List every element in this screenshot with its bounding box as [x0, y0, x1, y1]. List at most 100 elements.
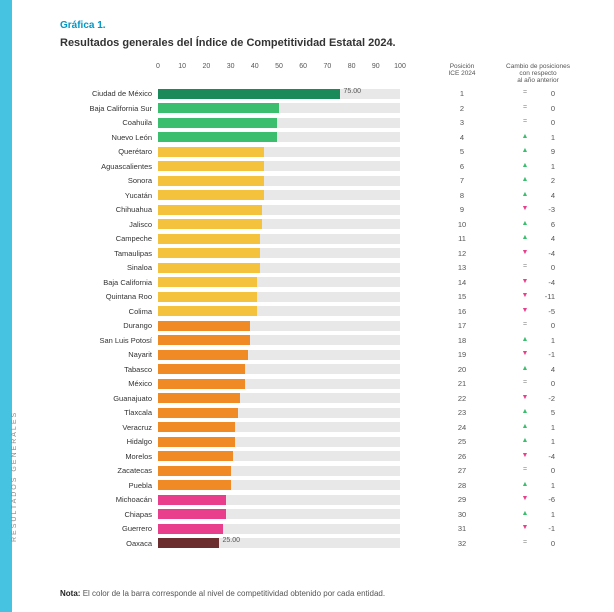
position-cell: 21: [432, 379, 492, 388]
change-value: 5: [541, 408, 555, 417]
vertical-section-label: RESULTADOS GENERALES: [11, 411, 18, 542]
table-row: Tamaulipas12▼-4: [60, 246, 584, 261]
table-row: Sinaloa13=0: [60, 260, 584, 275]
change-value: 1: [541, 336, 555, 345]
axis-tick: 50: [275, 63, 283, 70]
arrow-down-icon: ▼: [521, 495, 529, 504]
position-cell: 31: [432, 524, 492, 533]
bar-track: [158, 364, 400, 374]
bar-track: [158, 306, 400, 316]
equals-icon: =: [521, 321, 529, 330]
table-row: Jalisco10▲6: [60, 217, 584, 232]
state-name: Durango: [60, 321, 158, 330]
bar-track: [158, 205, 400, 215]
bar-track: [158, 132, 400, 142]
change-value: 4: [541, 234, 555, 243]
x-axis: 0102030405060708090100: [158, 63, 400, 73]
change-value: 0: [541, 118, 555, 127]
bar-fill: [158, 234, 260, 244]
bar-fill: [158, 379, 245, 389]
bar-track: [158, 219, 400, 229]
axis-tick: 80: [348, 63, 356, 70]
state-name: Morelos: [60, 452, 158, 461]
bar-fill: [158, 335, 250, 345]
change-cell: ▼-4: [492, 278, 584, 287]
table-row: Coahuila3=0: [60, 115, 584, 130]
table-row: Michoacán29▼-6: [60, 492, 584, 507]
change-cell: ▲1: [492, 437, 584, 446]
bar-value-label: 75.00: [344, 88, 362, 95]
position-cell: 30: [432, 510, 492, 519]
figure-label: Gráfica 1.: [60, 20, 584, 31]
bar-track: [158, 335, 400, 345]
change-value: -4: [541, 452, 555, 461]
state-name: Ciudad de México: [60, 89, 158, 98]
bar-track: [158, 103, 400, 113]
change-value: 0: [541, 263, 555, 272]
axis-tick: 40: [251, 63, 259, 70]
arrow-up-icon: ▲: [521, 336, 529, 345]
position-cell: 3: [432, 118, 492, 127]
position-cell: 10: [432, 220, 492, 229]
bar-fill: [158, 103, 279, 113]
bar-track: [158, 393, 400, 403]
change-value: 0: [541, 104, 555, 113]
equals-icon: =: [521, 89, 529, 98]
change-cell: =0: [492, 379, 584, 388]
change-value: 0: [541, 539, 555, 548]
position-cell: 20: [432, 365, 492, 374]
change-cell: ▲1: [492, 133, 584, 142]
state-name: Sonora: [60, 176, 158, 185]
table-row: Colima16▼-5: [60, 304, 584, 319]
table-row: Guanajuato22▼-2: [60, 391, 584, 406]
bar-fill: [158, 466, 231, 476]
bar-track: [158, 422, 400, 432]
change-cell: =0: [492, 118, 584, 127]
position-cell: 27: [432, 466, 492, 475]
arrow-down-icon: ▼: [521, 350, 529, 359]
position-cell: 5: [432, 147, 492, 156]
bar-track: 25.00: [158, 538, 400, 548]
change-cell: ▼-6: [492, 495, 584, 504]
change-value: 1: [541, 510, 555, 519]
table-row: San Luis Potosí18▲1: [60, 333, 584, 348]
state-name: San Luis Potosí: [60, 336, 158, 345]
arrow-down-icon: ▼: [521, 278, 529, 287]
state-name: Guerrero: [60, 524, 158, 533]
state-name: Chihuahua: [60, 205, 158, 214]
bar-track: [158, 176, 400, 186]
change-value: 9: [541, 147, 555, 156]
table-row: Veracruz24▲1: [60, 420, 584, 435]
table-row: Nuevo León4▲1: [60, 130, 584, 145]
bar-fill: [158, 480, 231, 490]
bar-track: 75.00: [158, 89, 400, 99]
table-row: Chihuahua9▼-3: [60, 202, 584, 217]
change-value: 4: [541, 191, 555, 200]
state-name: Nuevo León: [60, 133, 158, 142]
bar-track: [158, 234, 400, 244]
change-cell: =0: [492, 89, 584, 98]
change-value: 2: [541, 176, 555, 185]
position-cell: 25: [432, 437, 492, 446]
axis-tick: 60: [299, 63, 307, 70]
change-value: 0: [541, 466, 555, 475]
arrow-up-icon: ▲: [521, 133, 529, 142]
bar-fill: [158, 263, 260, 273]
bar-track: [158, 451, 400, 461]
arrow-up-icon: ▲: [521, 423, 529, 432]
bar-track: [158, 509, 400, 519]
table-row: Baja California14▼-4: [60, 275, 584, 290]
bar-track: [158, 292, 400, 302]
bar-fill: [158, 205, 262, 215]
change-cell: ▼-11: [492, 292, 584, 301]
position-cell: 17: [432, 321, 492, 330]
table-row: Aguascalientes6▲1: [60, 159, 584, 174]
equals-icon: =: [521, 379, 529, 388]
footnote: Nota: El color de la barra corresponde a…: [60, 589, 385, 598]
state-name: Quintana Roo: [60, 292, 158, 301]
arrow-down-icon: ▼: [521, 394, 529, 403]
arrow-up-icon: ▲: [521, 191, 529, 200]
position-cell: 7: [432, 176, 492, 185]
change-value: -11: [541, 292, 555, 301]
table-row: Tabasco20▲4: [60, 362, 584, 377]
